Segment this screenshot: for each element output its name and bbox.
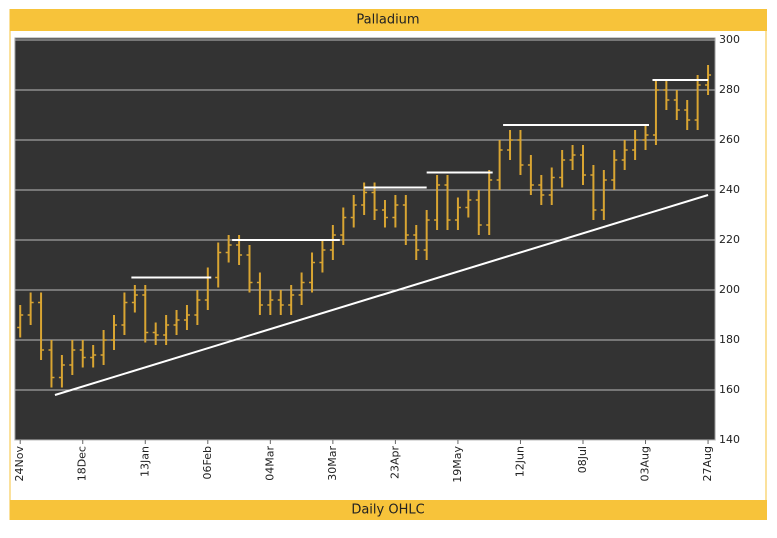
y-tick-label: 180 [719, 333, 740, 346]
x-tick-label: 19May [451, 446, 464, 483]
y-tick-label: 300 [719, 33, 740, 46]
chart-subtitle: Daily OHLC [351, 503, 424, 518]
trend-line [54, 194, 709, 396]
x-tick-label: 24Nov [13, 446, 26, 482]
x-tick-label: 06Feb [201, 446, 214, 479]
y-tick-label: 160 [719, 383, 740, 396]
plot-area [14, 37, 716, 441]
y-tick-label: 240 [719, 183, 740, 196]
x-tick-label: 03Aug [639, 446, 652, 481]
chart-title: Palladium [356, 13, 419, 28]
x-tick-label: 27Aug [701, 446, 714, 481]
x-tick-label: 12Jun [513, 446, 526, 477]
title-bar [10, 9, 767, 31]
x-tick-label: 13Jan [138, 446, 151, 477]
footer-bar [10, 500, 767, 520]
x-tick-label: 04Mar [263, 446, 276, 481]
x-tick-label: 30Mar [326, 446, 339, 481]
y-tick-label: 140 [719, 433, 740, 446]
x-tick-label: 18Dec [76, 446, 89, 481]
x-tick-label: 08Jul [576, 446, 589, 473]
y-tick-label: 220 [719, 233, 740, 246]
y-tick-label: 260 [719, 133, 740, 146]
y-tick-label: 200 [719, 283, 740, 296]
x-tick-label: 23Apr [388, 446, 401, 480]
y-tick-label: 280 [719, 83, 740, 96]
